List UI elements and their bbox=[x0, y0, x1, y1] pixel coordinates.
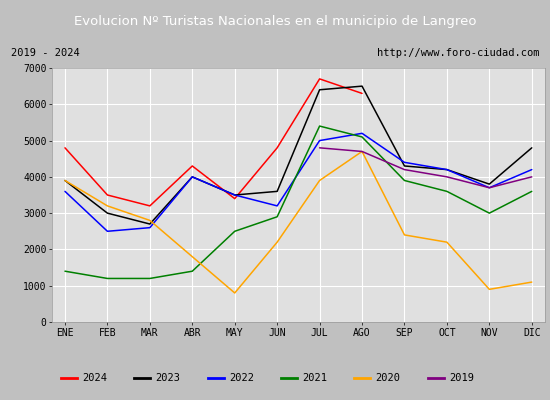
Text: 2019 - 2024: 2019 - 2024 bbox=[11, 48, 80, 58]
Text: 2021: 2021 bbox=[302, 373, 327, 383]
Text: 2023: 2023 bbox=[156, 373, 180, 383]
Text: 2019: 2019 bbox=[449, 373, 474, 383]
Text: 2022: 2022 bbox=[229, 373, 254, 383]
Text: 2020: 2020 bbox=[376, 373, 400, 383]
Text: 2024: 2024 bbox=[82, 373, 107, 383]
Text: http://www.foro-ciudad.com: http://www.foro-ciudad.com bbox=[377, 48, 539, 58]
Text: Evolucion Nº Turistas Nacionales en el municipio de Langreo: Evolucion Nº Turistas Nacionales en el m… bbox=[74, 14, 476, 28]
